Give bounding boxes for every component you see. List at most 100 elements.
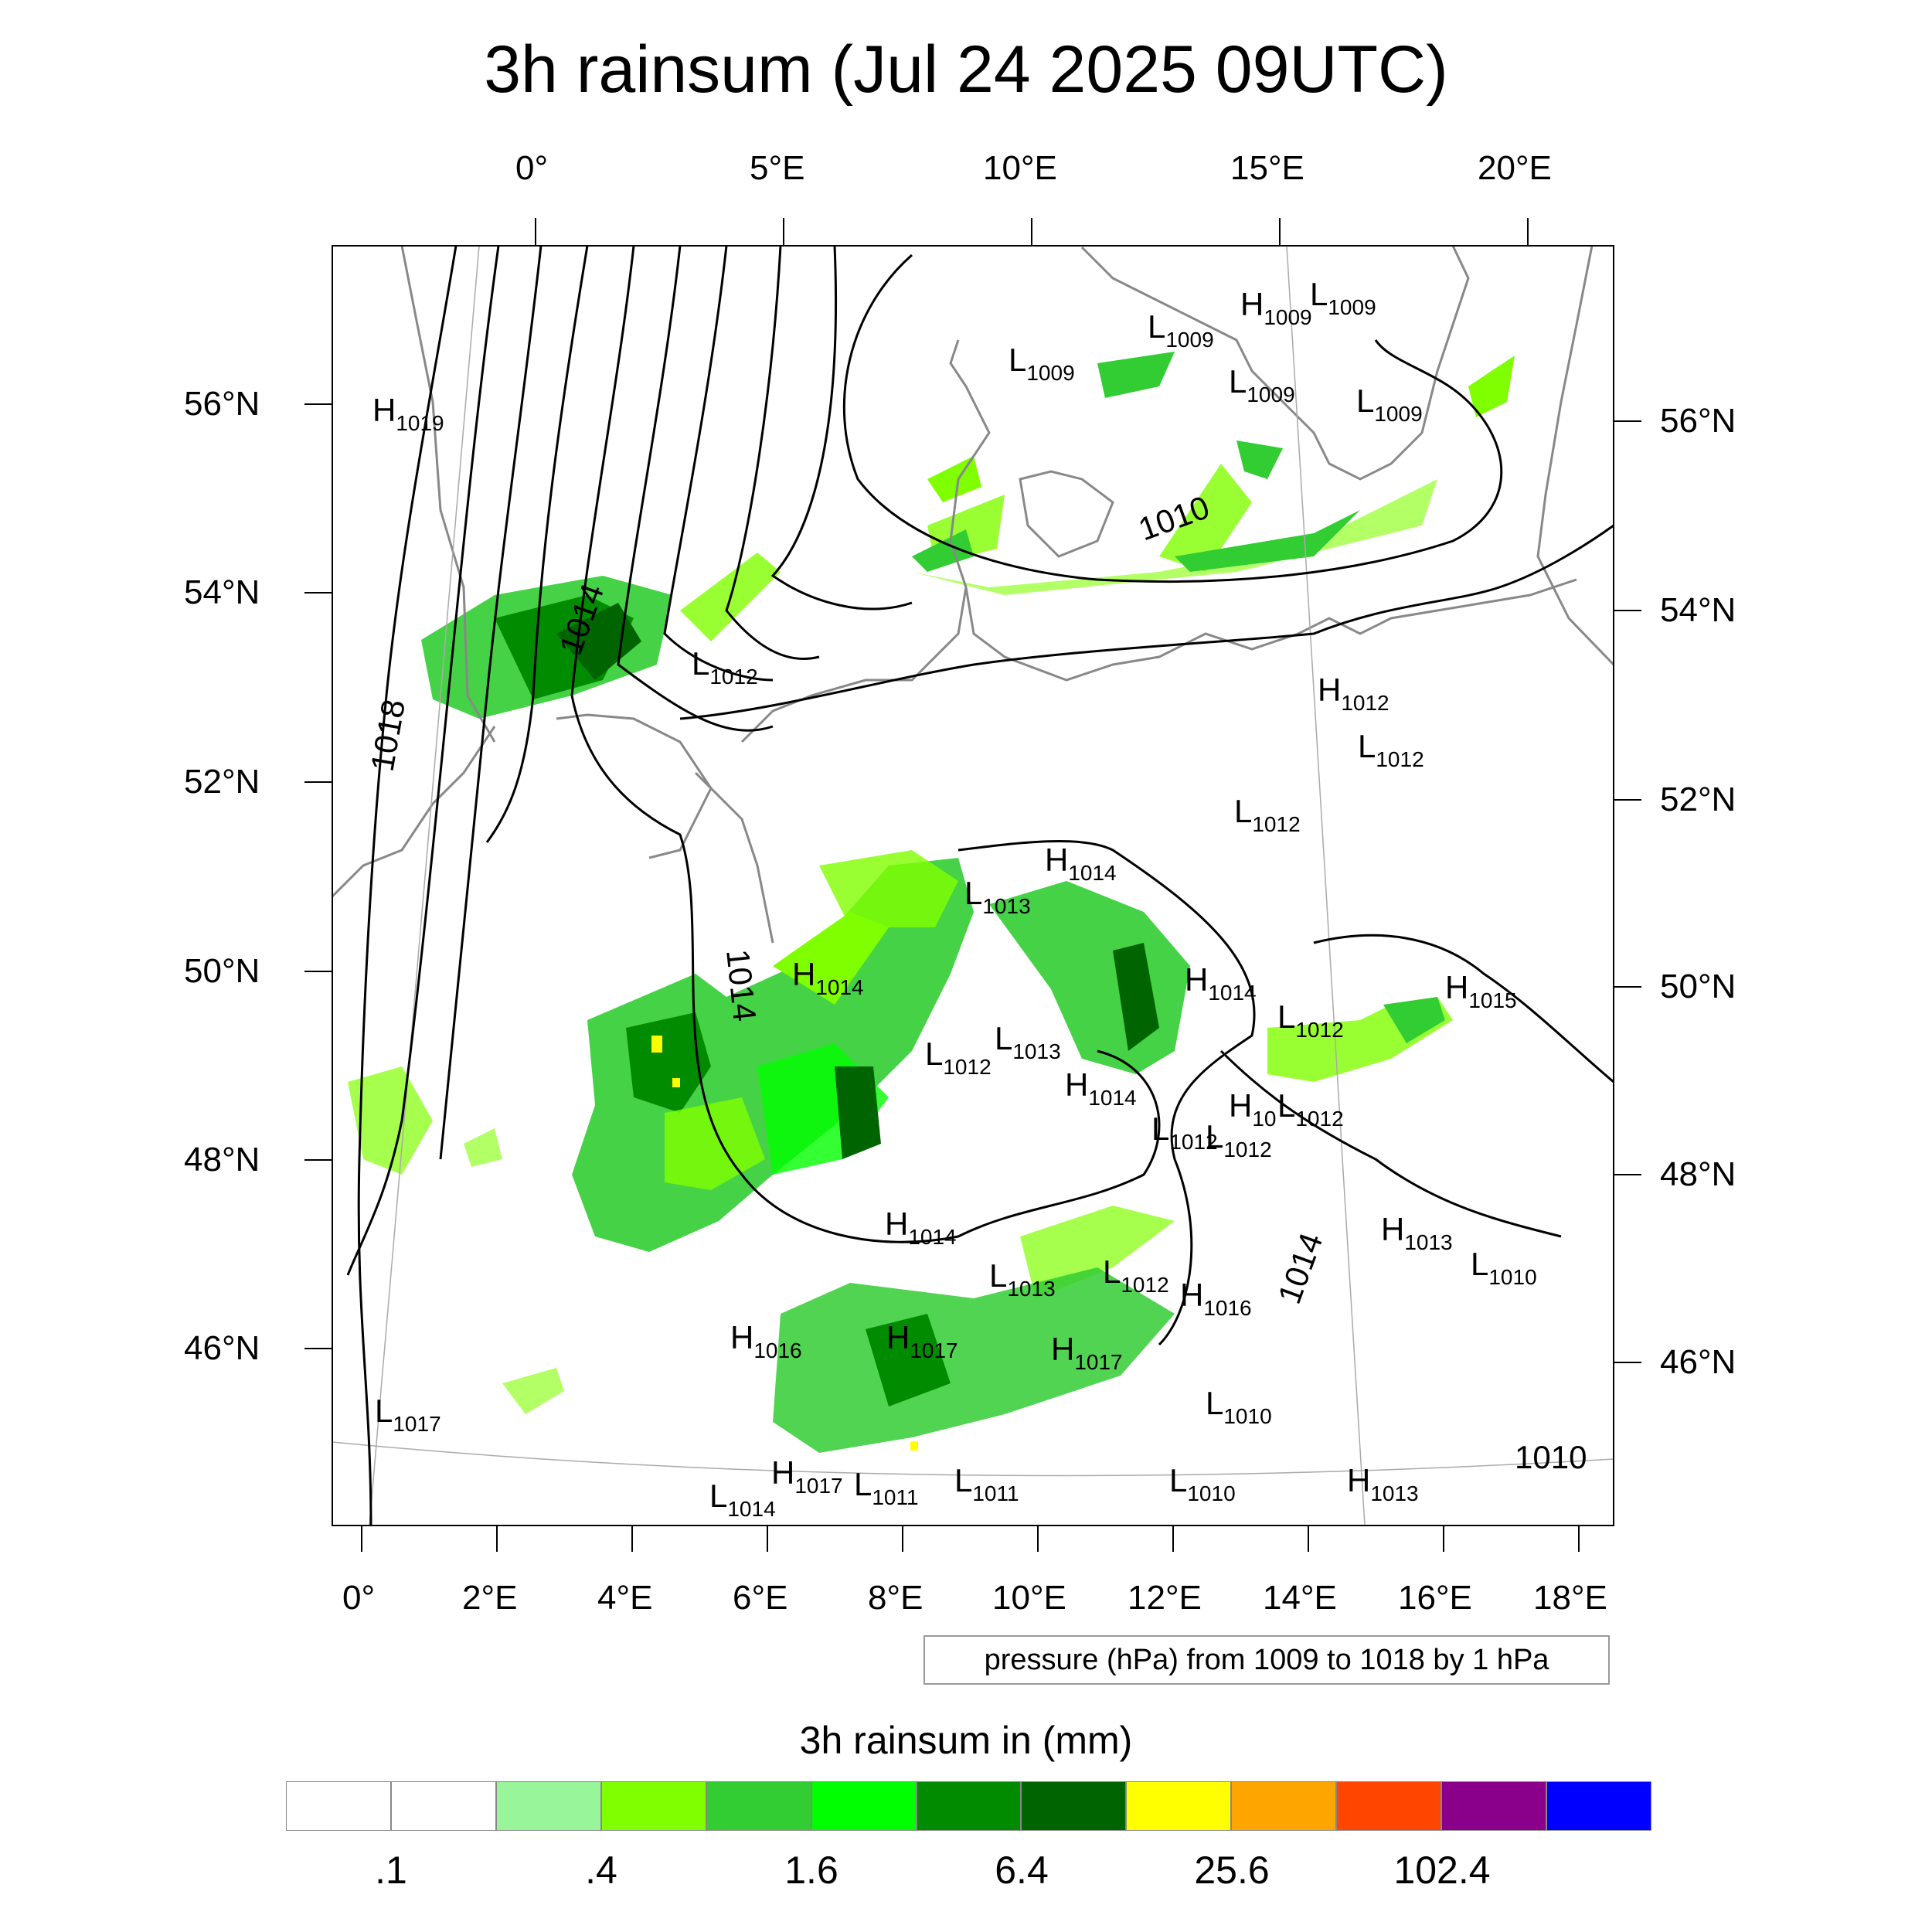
map-title: 3h rainsum (Jul 24 2025 09UTC) (484, 32, 1448, 107)
pressure-center-label: H1017 (771, 1454, 843, 1498)
graticule (332, 246, 1614, 1526)
lon-label-bottom: 12°E (1128, 1579, 1202, 1617)
colorbar-title: 3h rainsum in (mm) (799, 1719, 1133, 1762)
lat-label-left: 56°N (184, 385, 260, 423)
pressure-center-label: L1009 (1009, 342, 1075, 385)
lat-label-right: 54°N (1660, 591, 1736, 629)
lon-label-bottom: 8°E (868, 1579, 923, 1617)
colorbar-cell (495, 1781, 601, 1831)
colorbar-cell (916, 1781, 1022, 1831)
colorbar-label: 25.6 (1194, 1849, 1270, 1892)
pressure-center-label: L1012 (1234, 793, 1301, 836)
pressure-center-label: L1012 (1103, 1253, 1169, 1297)
lat-label-right: 52°N (1660, 781, 1736, 818)
pressure-center-label: H1019 (372, 392, 444, 435)
pressure-center-label: L1011 (954, 1462, 1019, 1505)
lat-label-left: 48°N (184, 1141, 260, 1179)
pressure-center-label: H1014 (885, 1206, 957, 1249)
rain-areas (348, 352, 1515, 1453)
lon-label-top: 20°E (1478, 149, 1552, 187)
pressure-center-label: L1012 (1151, 1111, 1218, 1154)
lon-label-bottom: 0° (342, 1579, 376, 1617)
colorbar-cell (600, 1781, 706, 1831)
colorbar (286, 1781, 1651, 1831)
colorbar-cell (390, 1781, 496, 1831)
map-frame (332, 245, 1614, 1526)
isobar-caption: pressure (hPa) from 1009 to 1018 by 1 hP… (923, 1635, 1610, 1685)
pressure-center-label: L1013 (964, 875, 1031, 918)
pressure-center-label: L1010 (1169, 1462, 1236, 1505)
isobars (346, 246, 1614, 1526)
isobar-label: 1018 (364, 696, 413, 774)
pressure-center-label: H1013 (1381, 1211, 1453, 1254)
pressure-center-label: L1012 (925, 1036, 992, 1079)
colorbar-cell (1126, 1781, 1232, 1831)
lon-label-bottom: 6°E (733, 1579, 788, 1617)
lon-label-bottom: 2°E (462, 1579, 518, 1617)
pressure-center-label: H1009 (1240, 286, 1312, 329)
lon-label-bottom: 16°E (1398, 1579, 1472, 1617)
pressure-center-label: H1014 (1065, 1066, 1137, 1110)
lat-label-left: 50°N (184, 952, 260, 990)
pressure-center-label: H1014 (1045, 842, 1117, 885)
lat-label-left: 54°N (184, 573, 260, 611)
lat-label-right: 48°N (1660, 1155, 1736, 1193)
pressure-center-label: L1009 (1310, 276, 1376, 319)
pressure-center-label: L1013 (995, 1020, 1061, 1063)
pressure-center-label: L1010 (1206, 1385, 1272, 1428)
pressure-center-label: H1016 (1180, 1277, 1252, 1320)
map-frame-content: 1018 1014 1014 1010 1014 1010 H1019L1009… (332, 246, 1614, 1526)
coastlines (332, 246, 1614, 944)
pressure-center-label: L1012 (1277, 998, 1344, 1042)
pressure-center-label: L1013 (989, 1257, 1056, 1301)
pressure-center-label: H1013 (1347, 1462, 1419, 1505)
pressure-center-label: H1016 (730, 1319, 802, 1362)
pressure-center-label: L1010 (1471, 1246, 1537, 1289)
lon-label-top: 5°E (750, 149, 805, 187)
pressure-center-label: H1015 (1445, 969, 1517, 1012)
pressure-center-label: L1012 (1277, 1087, 1344, 1131)
colorbar-cell (286, 1781, 391, 1831)
lon-label-top: 0° (515, 149, 549, 187)
isobar-label: 1010 (1515, 1439, 1587, 1475)
pressure-center-label: H1017 (886, 1319, 958, 1362)
pressure-center-label: L1012 (692, 645, 758, 689)
colorbar-label: .4 (585, 1849, 617, 1892)
isobar-label: 1014 (1270, 1228, 1329, 1308)
pressure-center-label: L1009 (1148, 308, 1214, 352)
colorbar-cell (1441, 1781, 1547, 1831)
pressure-center-label: L1009 (1229, 363, 1295, 406)
pressure-center-label: L1012 (1206, 1118, 1272, 1162)
pressure-center-label: H1012 (1318, 672, 1389, 715)
pressure-center-label: H1014 (1185, 961, 1257, 1005)
lon-label-top: 15°E (1230, 149, 1304, 187)
colorbar-cell (1336, 1781, 1442, 1831)
pressure-center-label: L1017 (375, 1393, 441, 1436)
lon-label-top: 10°E (983, 149, 1057, 187)
colorbar-label: 102.4 (1393, 1849, 1491, 1892)
lon-label-bottom: 10°E (992, 1579, 1066, 1617)
pressure-center-label: H10 (1229, 1087, 1277, 1131)
pressure-center-label: L1012 (1358, 728, 1424, 771)
lon-label-bottom: 4°E (597, 1579, 653, 1617)
isobar-label: 1014 (719, 947, 764, 1023)
lat-label-right: 50°N (1660, 968, 1736, 1005)
colorbar-cell (1021, 1781, 1127, 1831)
colorbar-label: 6.4 (995, 1849, 1049, 1892)
colorbar-cell (1231, 1781, 1337, 1831)
colorbar-cell (1546, 1781, 1651, 1831)
colorbar-label: 1.6 (784, 1849, 838, 1892)
lon-label-bottom: 18°E (1533, 1579, 1607, 1617)
pressure-center-label: L1009 (1356, 383, 1423, 426)
lat-label-right: 46°N (1660, 1343, 1736, 1381)
colorbar-cell (811, 1781, 917, 1831)
pressure-center-label: L1014 (709, 1478, 776, 1521)
lat-label-right: 56°N (1660, 402, 1736, 440)
colorbar-cell (706, 1781, 811, 1831)
pressure-center-label: L1011 (854, 1466, 919, 1509)
pressure-center-label: H1014 (792, 956, 864, 999)
tick-marks (304, 218, 1641, 1552)
lat-label-left: 46°N (184, 1329, 260, 1367)
